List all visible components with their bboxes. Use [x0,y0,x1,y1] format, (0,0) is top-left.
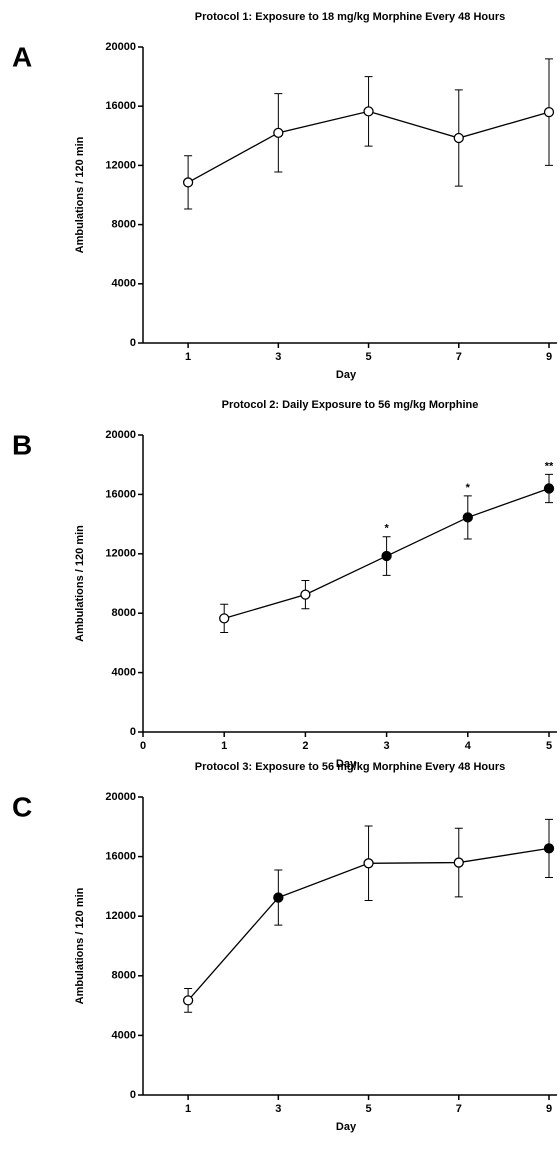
x-tick-label: 5 [365,1103,371,1115]
significance-label: ** [545,460,554,472]
x-tick-label: 7 [456,351,462,363]
data-point [363,858,374,869]
data-point [273,892,284,903]
x-tick-label: 1 [221,740,227,752]
y-tick-label: 8000 [112,219,136,231]
significance-label: * [384,523,389,535]
data-point [219,613,230,624]
y-tick-label: 8000 [112,607,136,619]
x-axis-label: Day [336,1121,357,1133]
significance-label: * [466,482,471,494]
y-tick-label: 8000 [112,970,136,982]
x-tick-label: 5 [365,351,371,363]
y-tick-label: 16000 [105,488,136,500]
x-tick-label: 1 [185,1103,191,1115]
data-point [543,106,555,118]
panel-letter: A [12,41,32,72]
y-tick-label: 4000 [112,1029,136,1041]
data-point [381,550,392,562]
data-point [543,843,555,854]
y-tick-label: 12000 [105,548,136,560]
data-point [182,177,194,188]
x-tick-label: 3 [384,740,390,752]
data-point [453,132,464,144]
y-tick-label: 12000 [105,159,136,171]
x-tick-label: 2 [302,740,308,752]
data-point [363,106,374,117]
x-tick-label: 4 [465,740,472,752]
data-point [300,589,311,600]
y-tick-label: 20000 [105,41,136,53]
x-tick-label: 3 [275,1103,281,1115]
y-tick-label: 4000 [112,667,136,679]
y-axis-label: Ambulations / 120 min [74,525,86,642]
panel-letter: B [12,429,32,460]
panel-letter: C [12,791,32,822]
x-tick-label: 9 [546,351,552,363]
y-tick-label: 16000 [105,100,136,112]
chart-title: Protocol 2: Daily Exposure to 56 mg/kg M… [222,399,479,411]
y-tick-label: 16000 [105,851,136,863]
data-point [543,483,555,494]
x-axis-label: Day [336,758,357,770]
data-point [273,127,284,138]
x-tick-label: 5 [546,740,552,752]
y-tick-label: 20000 [105,791,136,803]
chart-title: Protocol 1: Exposure to 18 mg/kg Morphin… [195,11,506,23]
x-tick-label: 1 [185,351,191,363]
y-tick-label: 20000 [105,429,136,441]
x-tick-label: 9 [546,1103,552,1115]
x-tick-label: 0 [140,740,146,752]
y-tick-label: 12000 [105,910,136,922]
y-tick-label: 4000 [112,278,136,290]
y-tick-label: 0 [130,726,136,738]
x-axis-label: Day [336,369,357,381]
x-tick-label: 3 [275,351,281,363]
y-tick-label: 0 [130,337,136,349]
y-axis-label: Ambulations / 120 min [74,887,86,1004]
chart-title: Protocol 3: Exposure to 56 mg/kg Morphin… [195,761,506,773]
y-tick-label: 0 [130,1089,136,1101]
data-point [462,512,473,523]
y-axis-label: Ambulations / 120 min [74,136,86,253]
data-point [182,995,194,1006]
data-point [453,857,464,868]
x-tick-label: 7 [456,1103,462,1115]
